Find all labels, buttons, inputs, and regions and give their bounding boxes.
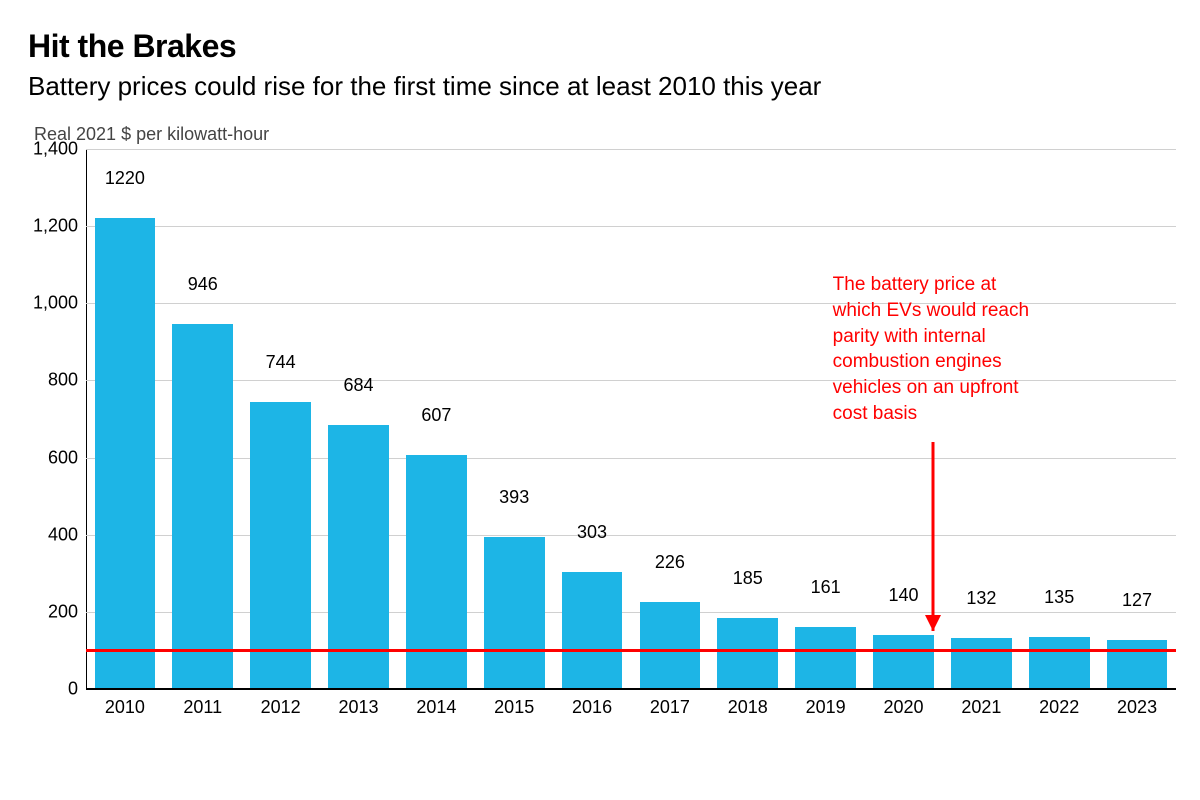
x-tick-label: 2016 [553, 697, 631, 718]
bar [406, 455, 467, 689]
bar-slot: 127 [1098, 149, 1176, 689]
y-tick-label: 400 [48, 524, 86, 545]
x-tick-label: 2020 [865, 697, 943, 718]
bar [562, 572, 623, 689]
bar-value-label: 607 [397, 405, 475, 430]
x-tick-label: 2019 [787, 697, 865, 718]
bar-slot: 744 [242, 149, 320, 689]
bar [795, 627, 856, 689]
x-tick-label: 2017 [631, 697, 709, 718]
bar-value-label: 303 [553, 522, 631, 547]
bar [172, 324, 233, 689]
y-axis-label: Real 2021 $ per kilowatt-hour [34, 124, 1180, 145]
bar-slot: 226 [631, 149, 709, 689]
x-tick-label: 2012 [242, 697, 320, 718]
x-tick-label: 2018 [709, 697, 787, 718]
bar-slot: 185 [709, 149, 787, 689]
bar [1107, 640, 1168, 689]
bar [1029, 637, 1090, 689]
x-tick-label: 2011 [164, 697, 242, 718]
bar-slot: 303 [553, 149, 631, 689]
bar-value-label: 744 [242, 352, 320, 377]
bar [640, 602, 701, 689]
bar [250, 402, 311, 689]
x-tick-label: 2013 [320, 697, 398, 718]
bar-value-label: 185 [709, 568, 787, 593]
bar-value-label: 946 [164, 274, 242, 299]
y-tick-label: 600 [48, 447, 86, 468]
x-tick-label: 2023 [1098, 697, 1176, 718]
bar-slot: 684 [320, 149, 398, 689]
chart-plot-area: 1220946744684607393303226185161140132135… [86, 149, 1176, 689]
bar-value-label: 135 [1020, 587, 1098, 612]
annotation-text: The battery price at which EVs would rea… [833, 272, 1029, 426]
bar-slot: 135 [1020, 149, 1098, 689]
bar-value-label: 684 [320, 375, 398, 400]
y-tick-label: 0 [68, 679, 86, 700]
bar-slot: 393 [475, 149, 553, 689]
y-tick-label: 800 [48, 370, 86, 391]
bar [95, 218, 156, 689]
x-tick-label: 2010 [86, 697, 164, 718]
bar [484, 537, 545, 689]
chart-title: Hit the Brakes [28, 28, 1180, 65]
bar-value-label: 226 [631, 552, 709, 577]
bar-value-label: 132 [942, 588, 1020, 613]
bar-value-label: 1220 [86, 168, 164, 193]
y-tick-label: 1,400 [33, 139, 86, 160]
reference-line [86, 649, 1176, 652]
bar-value-label: 161 [787, 577, 865, 602]
x-tick-label: 2021 [942, 697, 1020, 718]
bar [951, 638, 1012, 689]
bar [717, 618, 778, 689]
y-tick-label: 200 [48, 601, 86, 622]
y-tick-label: 1,200 [33, 216, 86, 237]
bar-value-label: 393 [475, 487, 553, 512]
bar-slot: 1220 [86, 149, 164, 689]
bar-slot: 946 [164, 149, 242, 689]
x-tick-label: 2015 [475, 697, 553, 718]
x-tick-label: 2014 [397, 697, 475, 718]
x-axis-ticks: 2010201120122013201420152016201720182019… [86, 697, 1176, 727]
annotation-arrow [913, 430, 953, 643]
x-tick-label: 2022 [1020, 697, 1098, 718]
bar-slot: 607 [397, 149, 475, 689]
bar-value-label: 127 [1098, 590, 1176, 615]
y-tick-label: 1,000 [33, 293, 86, 314]
chart-subtitle: Battery prices could rise for the first … [28, 71, 1180, 102]
x-axis-line [86, 688, 1176, 690]
